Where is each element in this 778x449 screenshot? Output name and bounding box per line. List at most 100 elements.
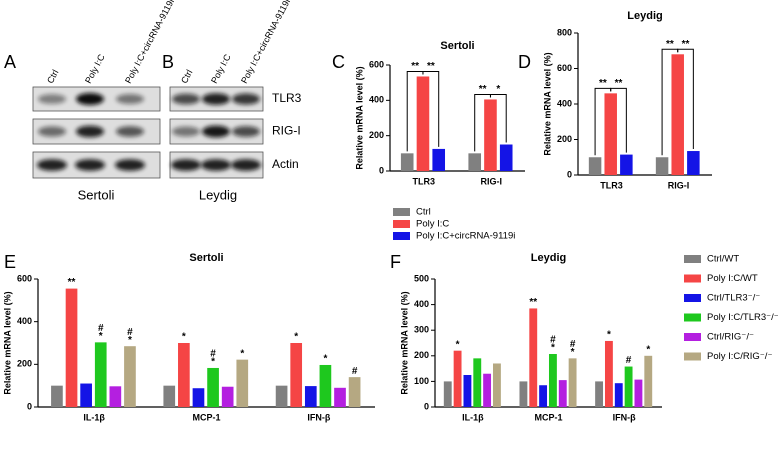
row-label: TLR3 <box>272 91 302 105</box>
panel-letter: A <box>4 52 16 72</box>
blot-caption: Leydig <box>199 187 237 202</box>
bracket <box>489 93 507 143</box>
legend-swatch <box>684 333 701 341</box>
blot-band <box>232 93 260 105</box>
bar <box>644 355 653 407</box>
y-tick-label: 400 <box>17 316 32 326</box>
significance-mark: ** <box>599 78 607 89</box>
significance-mark: ** <box>427 61 435 72</box>
y-tick-label: 0 <box>379 165 384 175</box>
legend-swatch <box>684 274 701 283</box>
bar <box>483 373 492 407</box>
chart-title: Sertoli <box>440 40 474 52</box>
bracket <box>610 87 627 153</box>
blot-band <box>201 159 231 171</box>
y-tick-label: 400 <box>414 299 429 309</box>
y-axis-label: Relative mRNA level (%) <box>2 291 12 394</box>
bar <box>275 385 288 407</box>
legend-swatch <box>684 313 701 322</box>
bar <box>304 386 317 407</box>
bar <box>473 358 482 407</box>
bar <box>624 366 633 407</box>
significance-mark: * <box>323 354 327 365</box>
x-tick-label: RIG-I <box>481 176 503 186</box>
blot-band <box>76 93 104 105</box>
bar <box>558 380 567 407</box>
significance-mark: # <box>98 323 104 334</box>
significance-mark: # <box>550 335 556 346</box>
lane-label: Ctrl <box>45 68 60 85</box>
y-tick-label: 600 <box>557 63 572 73</box>
bar <box>548 354 557 407</box>
x-tick-label: MCP-1 <box>192 412 220 422</box>
bar <box>348 377 361 407</box>
bar <box>655 157 669 175</box>
legend-label: Ctrl <box>416 207 431 218</box>
significance-mark: * <box>607 330 611 341</box>
bar <box>290 343 303 407</box>
bar <box>124 346 136 407</box>
significance-mark: ** <box>411 61 419 72</box>
bar <box>94 342 107 407</box>
bar <box>432 148 446 171</box>
y-tick-label: 600 <box>17 273 32 283</box>
significance-mark: ** <box>68 277 76 288</box>
legend-label: Ctrl/TLR3⁻/⁻ <box>707 293 760 304</box>
x-tick-label: IL-1β <box>462 412 484 422</box>
bar <box>453 350 462 407</box>
chart-title: Sertoli <box>189 252 223 264</box>
panel-letter: C <box>332 52 345 72</box>
y-tick-label: 0 <box>424 401 429 411</box>
lane-label: Poly I:C <box>83 52 107 85</box>
y-axis-label: Relative mRNA level (%) <box>399 291 409 394</box>
y-axis-label: Relative mRNA level (%) <box>354 66 364 169</box>
significance-mark: * <box>128 335 132 346</box>
lane-label: Poly I:C+circRNA-9119i <box>239 0 292 85</box>
blot-band <box>38 94 66 104</box>
lane-label: Ctrl <box>179 68 194 85</box>
bar <box>163 385 176 407</box>
bar <box>80 383 92 407</box>
y-tick-label: 400 <box>369 95 384 105</box>
significance-mark: # <box>626 355 632 366</box>
bar <box>687 151 700 175</box>
y-tick-label: 0 <box>27 401 32 411</box>
blot-caption: Sertoli <box>78 187 115 202</box>
significance-mark: # <box>127 327 133 338</box>
lane-label: Poly I:C <box>209 52 233 85</box>
blot-band <box>202 93 230 105</box>
y-tick-label: 0 <box>567 169 572 179</box>
bar <box>568 358 577 407</box>
chart-title: Leydig <box>627 10 662 22</box>
bar <box>529 308 538 407</box>
legend-swatch <box>393 220 410 228</box>
blot-band <box>75 159 105 171</box>
blot-band <box>202 125 230 138</box>
blot-band <box>232 126 260 137</box>
significance-mark: * <box>99 331 103 342</box>
legend-label: Poly I:C/TLR3⁻/⁻ <box>707 312 778 323</box>
significance-mark: ** <box>615 78 623 89</box>
bar <box>588 157 602 175</box>
bar <box>604 340 613 407</box>
bar <box>416 76 430 171</box>
y-tick-label: 600 <box>369 59 384 69</box>
y-tick-label: 100 <box>414 376 429 386</box>
bar <box>468 153 482 171</box>
x-tick-label: TLR3 <box>600 180 623 190</box>
panel-letter: D <box>518 52 531 72</box>
bar <box>51 385 63 407</box>
legend-swatch <box>684 255 701 263</box>
bar <box>634 379 643 407</box>
panel-letter: F <box>390 252 401 272</box>
y-tick-label: 400 <box>557 98 572 108</box>
bar <box>604 93 617 175</box>
bar <box>484 99 497 171</box>
x-tick-label: MCP-1 <box>534 412 562 422</box>
blot-band <box>172 126 200 137</box>
y-tick-label: 800 <box>557 27 572 37</box>
significance-mark: * <box>211 357 215 368</box>
significance-mark: * <box>182 332 186 343</box>
significance-mark: * <box>240 348 244 359</box>
